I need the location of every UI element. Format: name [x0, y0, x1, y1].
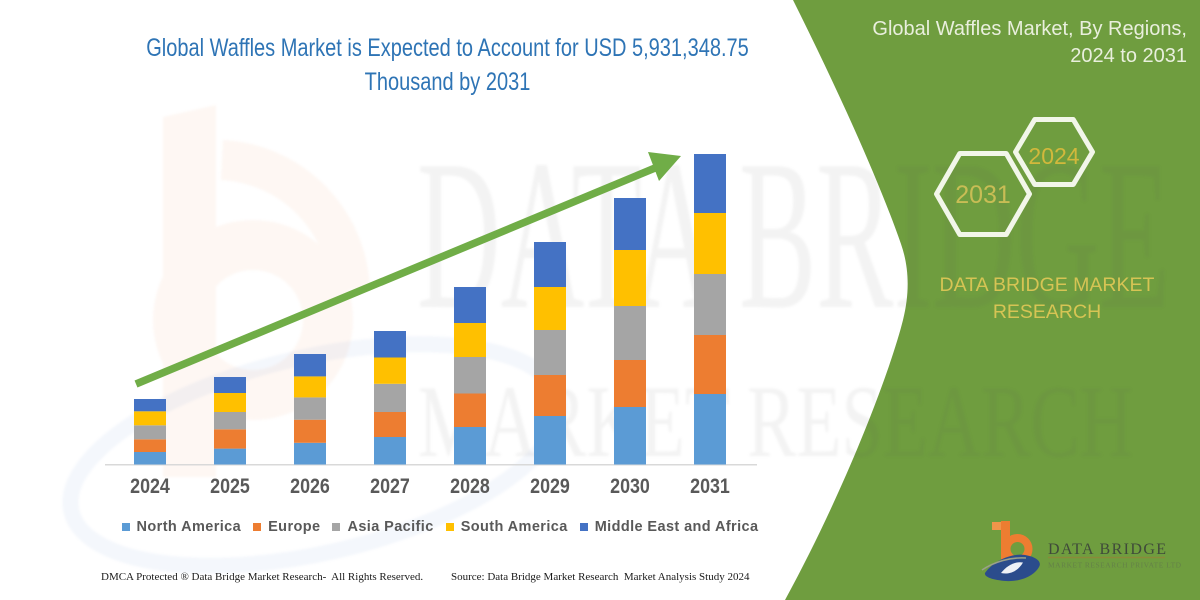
svg-text:DATA BRIDGE: DATA BRIDGE [1048, 541, 1167, 558]
svg-text:2031: 2031 [955, 181, 1011, 209]
svg-text:MARKET RESEARCH PRIVATE LTD: MARKET RESEARCH PRIVATE LTD [1048, 561, 1182, 570]
svg-text:2024: 2024 [1028, 143, 1079, 169]
